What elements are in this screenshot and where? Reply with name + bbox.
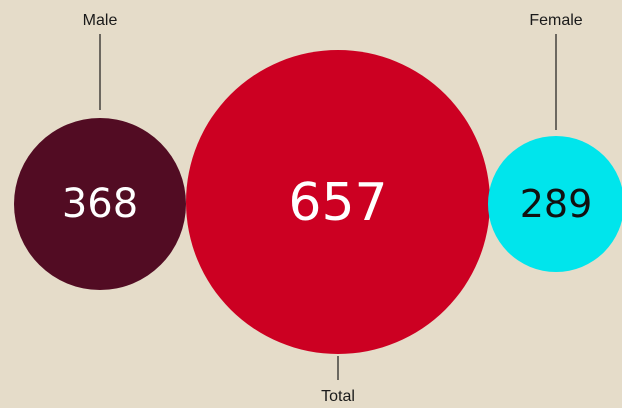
bubble-circle-male (14, 118, 186, 290)
bubble-label-female: Female (529, 12, 582, 29)
bubble-label-male: Male (83, 12, 118, 29)
bubble-value-total: 657 (288, 173, 387, 233)
bubble-value-male: 368 (62, 181, 138, 227)
bubble-value-female: 289 (520, 182, 593, 226)
bubble-label-total: Total (321, 388, 355, 405)
bubble-circle-female (488, 136, 622, 272)
bubble-total: 657 Total (186, 50, 490, 405)
bubble-female: Female 289 (488, 12, 622, 272)
bubble-male: Male 368 (14, 12, 186, 290)
bubble-circle-total (186, 50, 490, 354)
